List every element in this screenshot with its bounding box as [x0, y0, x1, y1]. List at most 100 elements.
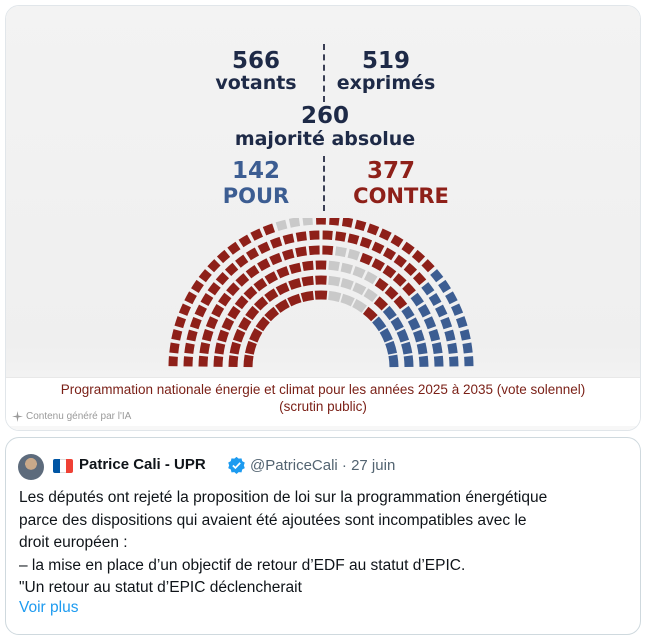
caption-bar — [6, 377, 640, 426]
seat-band — [243, 354, 254, 368]
seat-band — [393, 295, 408, 310]
seat-band — [262, 223, 276, 236]
seat-band — [393, 254, 407, 268]
seat-band — [189, 316, 202, 330]
avatar[interactable] — [18, 454, 44, 480]
caption-line-1: Programmation nationale énergie et clima… — [60, 382, 586, 397]
handle-and-date[interactable]: @PatriceCali · 27 juin — [250, 457, 396, 474]
seat-band — [169, 342, 180, 354]
seat-band — [322, 245, 334, 256]
seat-band — [269, 252, 283, 266]
seat-band — [217, 329, 230, 343]
seat-band — [275, 298, 290, 313]
seat-band — [449, 356, 459, 367]
seat-band — [447, 342, 458, 354]
tweet-line: Les députés ont rejeté la proposition de… — [19, 489, 548, 506]
seat-band — [213, 355, 224, 367]
france-flag-icon — [53, 459, 73, 473]
seat-band — [171, 329, 183, 341]
seat-band — [232, 328, 246, 343]
seat-band — [390, 234, 404, 248]
seat-band — [234, 295, 249, 310]
seat-band — [302, 218, 313, 226]
seat-band — [340, 262, 354, 275]
seat-band — [244, 340, 257, 355]
seat-band — [229, 341, 241, 355]
seat-band — [276, 266, 290, 279]
seat-band — [423, 316, 437, 330]
seat-band — [201, 328, 214, 342]
seat-band — [384, 285, 399, 300]
seat-band — [334, 246, 347, 258]
seat-band — [245, 247, 260, 261]
seat-band — [366, 223, 380, 236]
seat-band — [300, 290, 314, 302]
seat-band — [363, 271, 378, 285]
seat-band — [433, 355, 444, 367]
seat-band — [378, 228, 392, 241]
seat-band — [455, 316, 468, 329]
seat-band — [288, 218, 301, 228]
votants-label: votants — [215, 72, 297, 94]
seat-band — [445, 291, 458, 305]
tweet-card[interactable]: Patrice Cali - UPR @PatriceCali · 27 jui… — [5, 437, 641, 635]
vote-result-image[interactable]: 566 votants 519 exprimés 260 majorité ab… — [6, 6, 640, 430]
seat-band — [228, 355, 239, 368]
seat-band — [412, 329, 425, 343]
seat-band — [253, 277, 268, 292]
seat-band — [359, 252, 373, 266]
seat-band — [269, 236, 283, 249]
media-card[interactable]: 566 votants 519 exprimés 260 majorité ab… — [5, 5, 641, 431]
seat-band — [352, 282, 367, 296]
seat-band — [431, 342, 443, 355]
seat-band — [430, 269, 444, 283]
seat-band — [253, 296, 269, 311]
seat-band — [341, 218, 354, 228]
seat-band — [410, 292, 424, 307]
seat-band — [215, 271, 230, 286]
seat-band — [207, 282, 221, 296]
seat-band — [275, 219, 288, 232]
seat-band — [295, 231, 307, 242]
seat-band — [435, 304, 448, 318]
seat-band — [238, 316, 252, 331]
seat-band — [352, 298, 367, 313]
seat-band — [281, 248, 295, 261]
votants-count: 566 — [231, 48, 280, 74]
seat-band — [218, 292, 232, 307]
seat-band — [401, 341, 413, 355]
tweet-line: – la mise en place d’un objectif de reto… — [19, 556, 466, 574]
seat-band — [428, 292, 442, 307]
seat-band — [407, 317, 421, 331]
seat-band — [184, 291, 197, 305]
seat-band — [178, 303, 191, 316]
seat-band — [421, 259, 435, 273]
seat-band — [371, 241, 385, 254]
seat-band — [257, 241, 271, 254]
seat-band — [275, 282, 290, 296]
seat-band — [329, 218, 340, 226]
seat-band — [184, 342, 195, 354]
seat-band — [438, 279, 451, 293]
pour-count: 142 — [231, 158, 280, 184]
verified-badge-icon — [228, 456, 245, 474]
seat-band — [401, 241, 415, 255]
ai-generated-tag: Contenu généré par l'IA — [12, 411, 131, 422]
ai-tag-label: Contenu généré par l'IA — [26, 411, 132, 422]
seat-band — [221, 317, 235, 331]
seat-band — [372, 316, 387, 332]
seat-band — [249, 327, 263, 343]
see-more-link[interactable]: Voir plus — [19, 599, 79, 616]
seat-band — [295, 246, 308, 258]
seat-band — [245, 305, 260, 321]
seat-band — [328, 290, 342, 302]
seat-band — [301, 275, 314, 287]
seat-band — [403, 355, 414, 368]
seat-band — [444, 329, 456, 342]
author-name[interactable]: Patrice Cali - UPR — [79, 456, 206, 473]
seat-band — [382, 247, 397, 261]
seat-band — [362, 306, 378, 322]
seat-band — [198, 269, 212, 283]
seat-band — [371, 258, 385, 272]
seat-band — [243, 285, 258, 300]
